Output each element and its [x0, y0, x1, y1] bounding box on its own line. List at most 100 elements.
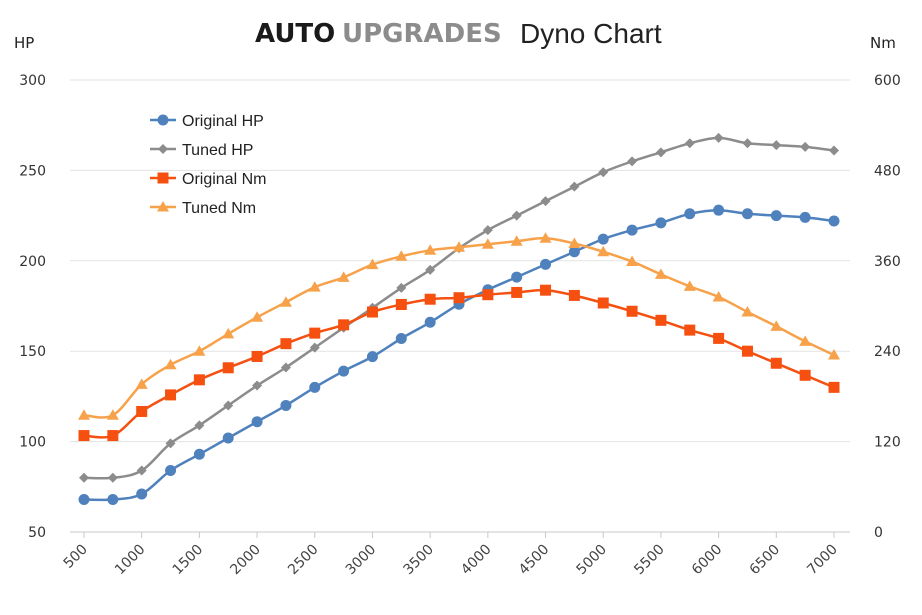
original-nm-point: [741, 345, 753, 357]
tuned-nm-point: [78, 409, 90, 420]
original-hp-point: [395, 333, 407, 345]
tuned-hp-point: [252, 380, 263, 391]
right-tick-label: 240: [874, 344, 901, 360]
tuned-nm-point: [395, 250, 408, 261]
tuned-nm-point: [279, 296, 292, 307]
original-nm-point: [453, 292, 465, 304]
original-hp-point: [828, 215, 840, 227]
left-axis-unit: HP: [14, 34, 34, 52]
x-tick-label: 5000: [574, 542, 611, 579]
tuned-nm-point: [539, 232, 552, 243]
original-nm-point: [684, 324, 696, 336]
tuned-hp-point: [136, 465, 147, 476]
original-nm-point: [482, 289, 494, 301]
original-hp-point: [309, 381, 321, 393]
original-nm-point: [713, 332, 725, 344]
left-tick-label: 250: [19, 163, 46, 179]
tuned-hp-point: [79, 472, 89, 483]
right-tick-label: 600: [874, 73, 901, 89]
original-nm-point: [338, 319, 350, 331]
original-hp-point: [280, 399, 292, 411]
tuned-hp-point: [223, 400, 234, 411]
x-tick-label: 3000: [343, 542, 380, 579]
left-tick-label: 50: [28, 525, 46, 541]
tuned-hp-point: [598, 167, 609, 178]
original-nm-point: [828, 381, 840, 393]
left-y-axis: 50 100 150 200 250 300: [19, 73, 46, 541]
right-tick-label: 480: [874, 163, 901, 179]
original-hp-point: [165, 465, 177, 477]
original-nm-point: [107, 430, 119, 442]
legend-marker: [157, 201, 169, 212]
tuned-nm-line: [83, 236, 835, 419]
original-hp-point: [193, 448, 205, 460]
legend: Original HP Tuned HP Original Nm Tuned Nm: [150, 113, 266, 217]
original-hp-point: [366, 351, 378, 363]
tuned-nm-point: [597, 245, 610, 257]
x-tick-label: 6500: [747, 542, 784, 579]
tuned-nm-point: [106, 409, 119, 420]
legend-item-tuned-hp: Tuned HP: [150, 142, 253, 159]
tuned-hp-point: [684, 138, 695, 149]
chart-title: AUTO UPGRADES Dyno Chart: [255, 18, 662, 49]
tuned-nm-point: [741, 306, 754, 317]
original-nm-line: [83, 288, 835, 439]
original-hp-point: [770, 210, 782, 222]
tuned-hp-point: [511, 210, 522, 221]
x-tick-label: 4500: [516, 542, 553, 579]
tuned-nm-point: [453, 241, 465, 252]
legend-item-tuned-nm: Tuned Nm: [150, 200, 256, 217]
original-nm-point: [165, 389, 177, 401]
original-hp-point: [655, 217, 667, 229]
legend-marker: [157, 114, 169, 126]
original-nm-point: [136, 405, 148, 417]
original-nm-point: [568, 289, 580, 301]
tuned-hp-point: [194, 420, 205, 431]
x-tick-label: 2500: [285, 542, 322, 579]
tuned-hp-point: [569, 181, 580, 192]
x-tick-label: 6000: [689, 542, 726, 579]
original-hp-point: [540, 258, 552, 270]
tuned-hp-point: [396, 282, 407, 293]
tuned-hp-point: [655, 147, 666, 158]
tuned-hp-point: [540, 196, 551, 207]
original-hp-point: [684, 208, 696, 220]
tuned-nm-point: [770, 320, 783, 331]
original-nm-point: [424, 293, 436, 305]
tuned-nm-point: [135, 378, 148, 389]
series-original-nm: [78, 284, 840, 442]
tuned-nm-point: [481, 238, 494, 249]
original-hp-point: [713, 204, 725, 216]
tuned-nm-point: [712, 290, 725, 302]
original-hp-point: [78, 493, 90, 505]
original-hp-point: [251, 416, 263, 428]
tuned-nm-point: [828, 348, 840, 360]
original-hp-point: [107, 493, 119, 505]
title-brand-secondary: UPGRADES: [342, 19, 502, 49]
tuned-nm-point: [568, 237, 581, 248]
left-tick-label: 100: [19, 435, 46, 451]
original-nm-point: [78, 430, 90, 442]
title-brand-primary: AUTO: [255, 19, 335, 49]
x-tick-label: 1000: [112, 542, 149, 579]
tuned-nm-point: [308, 281, 321, 292]
tuned-hp-point: [829, 145, 839, 156]
title-subtitle: Dyno Chart: [520, 18, 662, 49]
legend-label: Tuned Nm: [182, 200, 256, 217]
legend-marker: [157, 172, 169, 184]
tuned-hp-point: [280, 362, 291, 373]
original-hp-point: [424, 316, 436, 328]
tuned-hp-point: [771, 140, 782, 151]
x-tick-label: 2000: [227, 542, 264, 579]
series-layer: [78, 132, 840, 505]
original-nm-point: [770, 357, 782, 369]
tuned-hp-point: [165, 438, 176, 449]
tuned-hp-point: [800, 141, 811, 152]
original-hp-point: [568, 246, 580, 258]
right-tick-label: 0: [874, 525, 883, 541]
tuned-hp-point: [627, 156, 638, 167]
legend-label: Original HP: [182, 113, 264, 130]
original-hp-point: [338, 365, 350, 377]
right-axis-unit: Nm: [870, 34, 896, 52]
